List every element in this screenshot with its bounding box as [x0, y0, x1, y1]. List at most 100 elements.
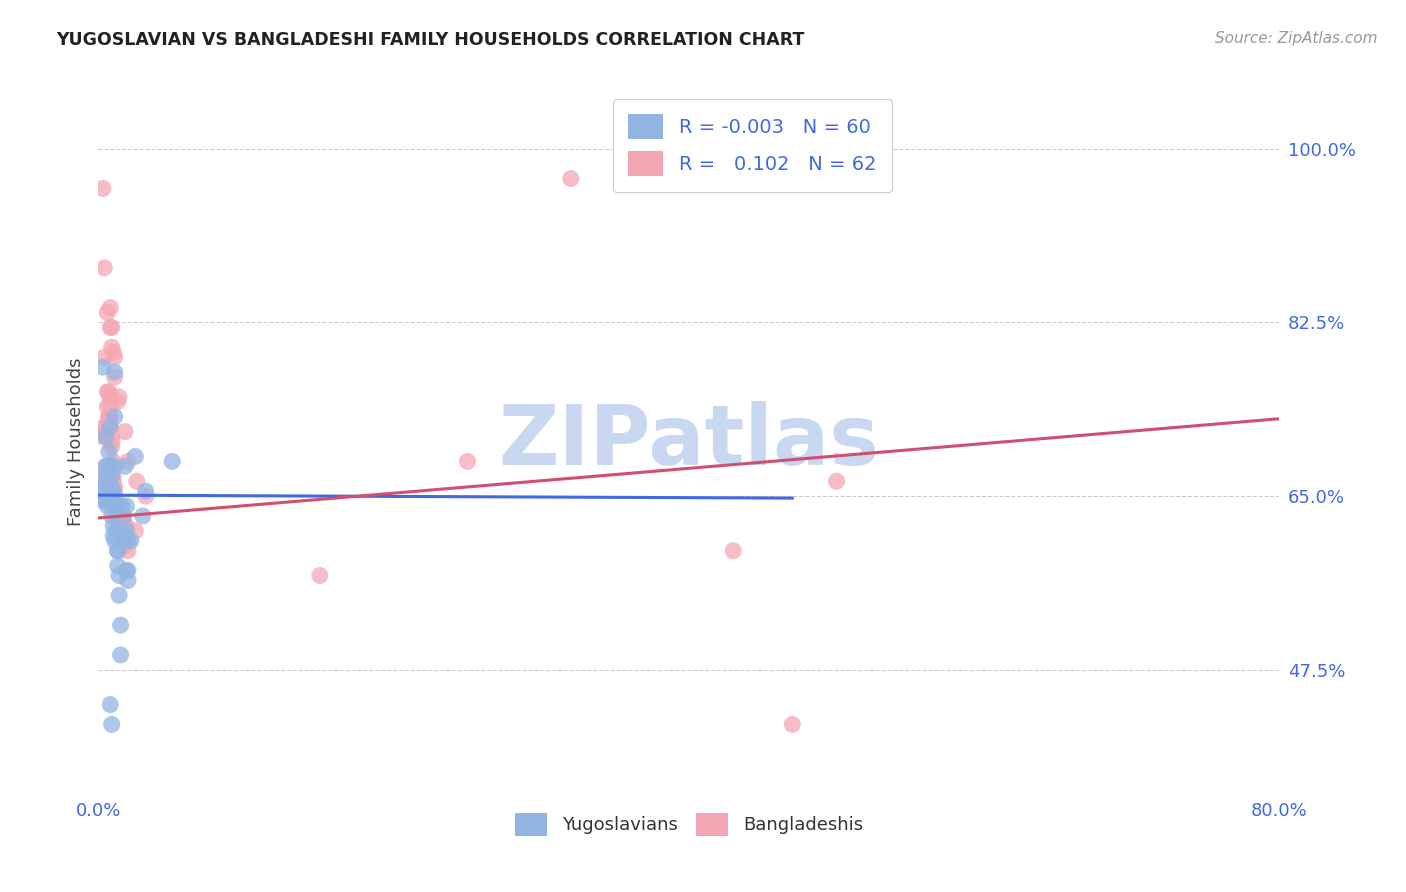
Point [97, 409, 120, 424]
Point [111, 508, 134, 523]
Point [457, 454, 479, 468]
Point [124, 450, 146, 464]
Point [98, 409, 121, 424]
Point [115, 499, 138, 513]
Point [111, 529, 134, 543]
Point [100, 440, 122, 454]
Point [108, 588, 131, 602]
Point [98, 459, 121, 474]
Text: ZIPatlas: ZIPatlas [499, 401, 879, 482]
Point [110, 519, 132, 533]
Point [104, 350, 127, 364]
Point [105, 494, 128, 508]
Point [94, 459, 117, 474]
Point [110, 514, 132, 528]
Point [114, 539, 136, 553]
Point [104, 365, 127, 379]
Point [125, 475, 148, 489]
Point [97, 459, 120, 474]
Point [117, 454, 139, 468]
Point [104, 484, 127, 499]
Point [94, 429, 117, 443]
Point [162, 454, 183, 468]
Point [117, 564, 139, 578]
Point [103, 519, 125, 533]
Point [98, 301, 121, 315]
Point [107, 543, 129, 558]
Point [107, 508, 129, 523]
Point [90, 484, 112, 499]
Point [103, 529, 125, 543]
Point [91, 429, 114, 443]
Point [100, 429, 122, 443]
Point [97, 444, 120, 458]
Point [100, 320, 122, 334]
Point [96, 479, 118, 493]
Point [114, 524, 136, 538]
Point [93, 469, 115, 483]
Point [105, 499, 128, 513]
Point [107, 394, 129, 409]
Point [104, 370, 127, 384]
Point [135, 489, 157, 503]
Point [100, 484, 122, 499]
Point [135, 484, 157, 499]
Point [103, 484, 125, 499]
Point [93, 419, 115, 434]
Point [112, 508, 135, 523]
Point [117, 574, 139, 588]
Point [98, 419, 121, 434]
Point [117, 543, 139, 558]
Point [100, 508, 122, 523]
Point [104, 533, 127, 548]
Point [114, 529, 136, 543]
Point [98, 390, 121, 404]
Text: Source: ZipAtlas.com: Source: ZipAtlas.com [1215, 31, 1378, 46]
Point [104, 459, 127, 474]
Point [94, 459, 117, 474]
Point [104, 479, 127, 493]
Point [103, 454, 125, 468]
Point [825, 475, 848, 489]
Point [309, 568, 332, 582]
Point [112, 514, 135, 528]
Point [98, 400, 121, 414]
Point [91, 479, 114, 493]
Point [98, 479, 121, 493]
Point [94, 429, 117, 443]
Point [93, 350, 115, 364]
Point [97, 419, 120, 434]
Point [107, 558, 129, 573]
Point [111, 499, 134, 513]
Point [96, 400, 118, 414]
Point [97, 489, 120, 503]
Point [107, 514, 129, 528]
Point [98, 419, 121, 434]
Point [120, 533, 142, 548]
Point [108, 568, 131, 582]
Y-axis label: Family Households: Family Households [66, 358, 84, 525]
Point [108, 519, 131, 533]
Point [115, 519, 138, 533]
Point [100, 434, 122, 449]
Point [115, 524, 138, 538]
Point [103, 469, 125, 483]
Point [104, 489, 127, 503]
Point [104, 409, 127, 424]
Point [98, 698, 121, 712]
Point [103, 345, 125, 359]
Point [91, 181, 114, 195]
Point [107, 543, 129, 558]
Point [93, 260, 115, 275]
Point [98, 320, 121, 334]
Point [782, 717, 804, 731]
Point [105, 499, 128, 513]
Point [98, 494, 121, 508]
Legend: Yugoslavians, Bangladeshis: Yugoslavians, Bangladeshis [506, 804, 872, 845]
Point [110, 618, 132, 632]
Point [93, 479, 115, 493]
Point [100, 717, 122, 731]
Point [110, 648, 132, 662]
Point [110, 524, 132, 538]
Point [100, 469, 122, 483]
